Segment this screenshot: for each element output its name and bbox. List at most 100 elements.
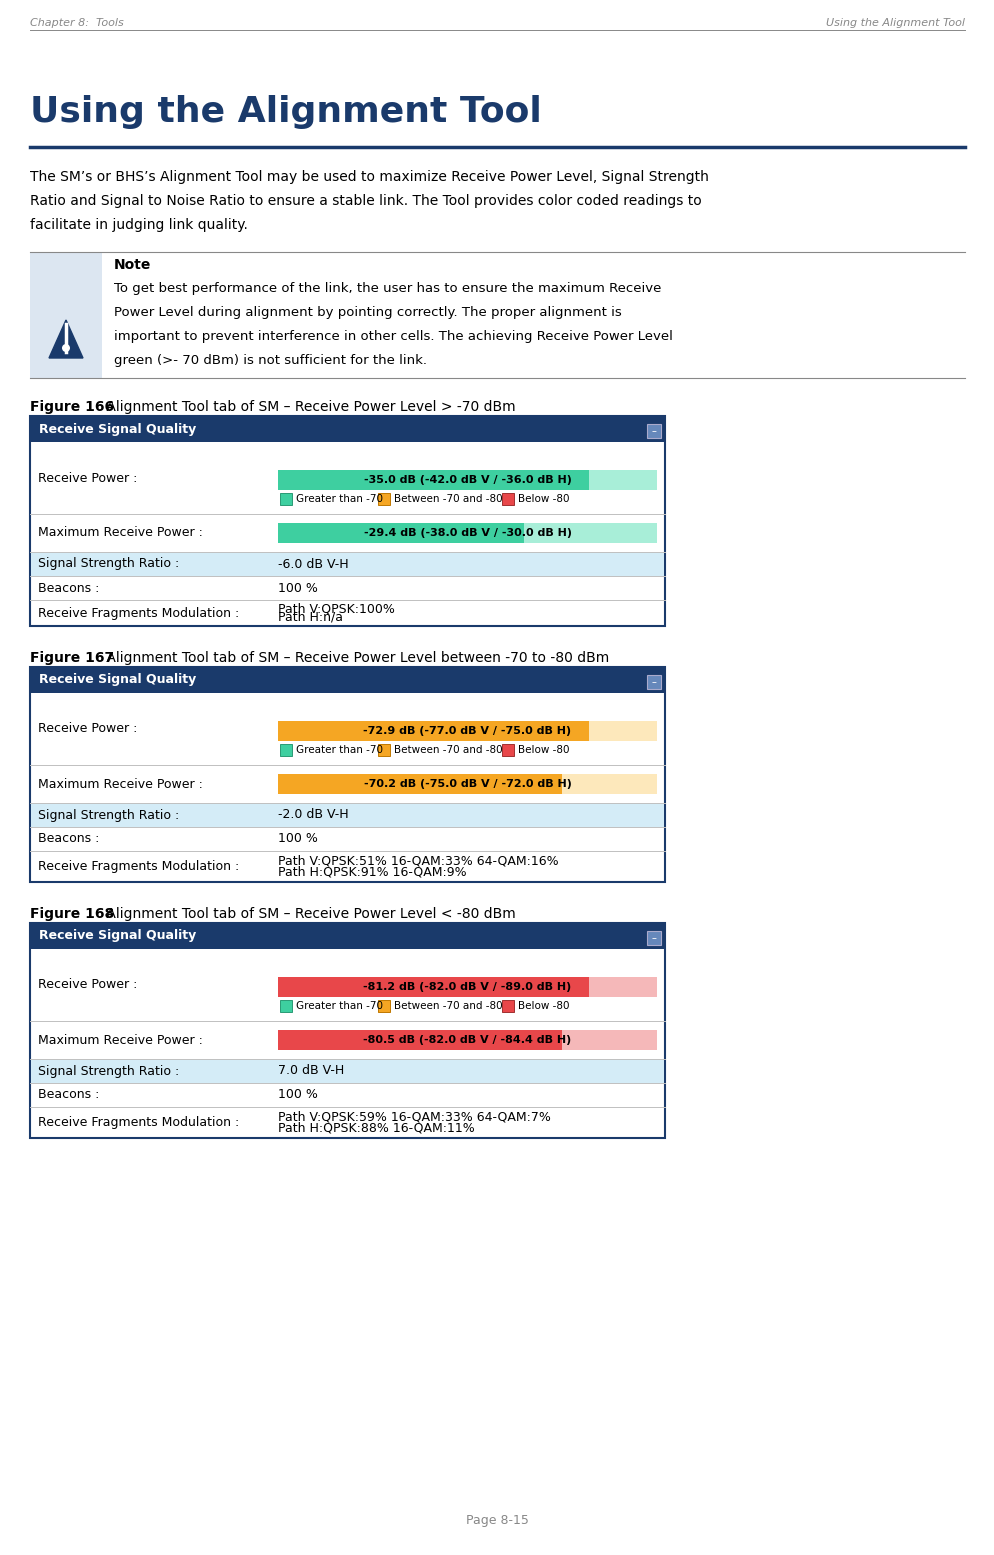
Bar	[277, 977, 588, 997]
Text: Signal Strength Ratio :: Signal Strength Ratio :	[38, 558, 179, 571]
Text: Using the Alignment Tool: Using the Alignment Tool	[30, 95, 541, 129]
Bar	[279, 493, 291, 505]
Text: Receive Signal Quality: Receive Signal Quality	[39, 673, 196, 686]
Text: Maximum Receive Power :: Maximum Receive Power :	[38, 527, 203, 540]
Bar	[502, 743, 514, 756]
Text: Receive Power :: Receive Power :	[38, 471, 137, 485]
Text: –: –	[651, 933, 656, 942]
Bar	[30, 252, 102, 378]
Text: 100 %: 100 %	[277, 832, 317, 846]
Bar	[277, 522, 656, 543]
Bar	[378, 743, 390, 756]
Bar	[31, 802, 663, 827]
Text: Receive Power :: Receive Power :	[38, 723, 137, 736]
Bar	[277, 774, 562, 795]
Text: Path V:QPSK:59% 16-QAM:33% 64-QAM:7%: Path V:QPSK:59% 16-QAM:33% 64-QAM:7%	[277, 1110, 551, 1124]
Bar	[277, 722, 588, 742]
Text: Chapter 8:  Tools: Chapter 8: Tools	[30, 19, 123, 28]
Text: Alignment Tool tab of SM – Receive Power Level between -70 to -80 dBm: Alignment Tool tab of SM – Receive Power…	[102, 652, 608, 666]
Text: The SM’s or BHS’s Alignment Tool may be used to maximize Receive Power Level, Si: The SM’s or BHS’s Alignment Tool may be …	[30, 169, 708, 183]
Text: -35.0 dB (-42.0 dB V / -36.0 dB H): -35.0 dB (-42.0 dB V / -36.0 dB H)	[363, 474, 571, 485]
Text: Path H:n/a: Path H:n/a	[277, 611, 343, 624]
Text: Greater than -70: Greater than -70	[295, 494, 383, 504]
Text: 100 %: 100 %	[277, 1088, 317, 1101]
Bar	[279, 1000, 291, 1012]
Text: Note: Note	[114, 258, 151, 272]
Text: Path H:QPSK:91% 16-QAM:9%: Path H:QPSK:91% 16-QAM:9%	[277, 865, 466, 879]
Text: Using the Alignment Tool: Using the Alignment Tool	[825, 19, 964, 28]
Bar	[30, 924, 664, 1138]
Bar	[502, 493, 514, 505]
Text: -72.9 dB (-77.0 dB V / -75.0 dB H): -72.9 dB (-77.0 dB V / -75.0 dB H)	[363, 726, 571, 736]
Text: -80.5 dB (-82.0 dB V / -84.4 dB H): -80.5 dB (-82.0 dB V / -84.4 dB H)	[363, 1036, 571, 1045]
Bar	[277, 470, 588, 490]
Text: important to prevent interference in other cells. The achieving Receive Power Le: important to prevent interference in oth…	[114, 330, 672, 344]
Text: facilitate in judging link quality.: facilitate in judging link quality.	[30, 218, 248, 232]
Text: Receive Fragments Modulation :: Receive Fragments Modulation :	[38, 860, 239, 872]
Bar	[30, 924, 664, 949]
Text: Alignment Tool tab of SM – Receive Power Level < -80 dBm: Alignment Tool tab of SM – Receive Power…	[102, 907, 515, 921]
Bar	[277, 722, 656, 742]
Text: Path H:QPSK:88% 16-QAM:11%: Path H:QPSK:88% 16-QAM:11%	[277, 1121, 474, 1134]
Text: Maximum Receive Power :: Maximum Receive Power :	[38, 1034, 203, 1047]
Text: -2.0 dB V-H: -2.0 dB V-H	[277, 809, 348, 821]
Text: Below -80: Below -80	[518, 1001, 569, 1011]
Bar	[378, 1000, 390, 1012]
Text: Alignment Tool tab of SM – Receive Power Level > -70 dBm: Alignment Tool tab of SM – Receive Power…	[102, 400, 515, 414]
Circle shape	[62, 344, 70, 351]
Text: Signal Strength Ratio :: Signal Strength Ratio :	[38, 1065, 179, 1078]
Bar	[277, 977, 656, 997]
Text: -29.4 dB (-38.0 dB V / -30.0 dB H): -29.4 dB (-38.0 dB V / -30.0 dB H)	[363, 529, 571, 538]
Text: Receive Signal Quality: Receive Signal Quality	[39, 930, 196, 942]
Text: Below -80: Below -80	[518, 745, 569, 756]
Text: Receive Fragments Modulation :: Receive Fragments Modulation :	[38, 1116, 239, 1129]
Text: Beacons :: Beacons :	[38, 582, 99, 594]
Bar	[646, 931, 660, 945]
Text: Receive Fragments Modulation :: Receive Fragments Modulation :	[38, 606, 239, 619]
Text: 100 %: 100 %	[277, 582, 317, 594]
Text: Path V:QPSK:51% 16-QAM:33% 64-QAM:16%: Path V:QPSK:51% 16-QAM:33% 64-QAM:16%	[277, 855, 558, 868]
Text: Figure 166: Figure 166	[30, 400, 114, 414]
Bar	[378, 493, 390, 505]
Bar	[277, 1029, 562, 1050]
Text: Figure 168: Figure 168	[30, 907, 114, 921]
Bar	[277, 470, 656, 490]
Text: Signal Strength Ratio :: Signal Strength Ratio :	[38, 809, 179, 821]
Text: –: –	[651, 426, 656, 435]
Text: Greater than -70: Greater than -70	[295, 1001, 383, 1011]
Text: Greater than -70: Greater than -70	[295, 745, 383, 756]
Text: Power Level during alignment by pointing correctly. The proper alignment is: Power Level during alignment by pointing…	[114, 306, 621, 319]
Bar	[279, 743, 291, 756]
Text: Page 8-15: Page 8-15	[465, 1515, 529, 1527]
Text: Path V:QPSK:100%: Path V:QPSK:100%	[277, 602, 395, 616]
Text: Between -70 and -80: Between -70 and -80	[394, 745, 502, 756]
Text: –: –	[651, 676, 656, 687]
Text: Receive Signal Quality: Receive Signal Quality	[39, 423, 196, 435]
Text: Ratio and Signal to Noise Ratio to ensure a stable link. The Tool provides color: Ratio and Signal to Noise Ratio to ensur…	[30, 194, 701, 208]
Bar	[277, 774, 656, 795]
Text: -81.2 dB (-82.0 dB V / -89.0 dB H): -81.2 dB (-82.0 dB V / -89.0 dB H)	[363, 983, 571, 992]
Text: Figure 167: Figure 167	[30, 652, 114, 666]
Text: Beacons :: Beacons :	[38, 1088, 99, 1101]
Text: green (>- 70 dBm) is not sufficient for the link.: green (>- 70 dBm) is not sufficient for …	[114, 355, 426, 367]
Text: -70.2 dB (-75.0 dB V / -72.0 dB H): -70.2 dB (-75.0 dB V / -72.0 dB H)	[363, 779, 571, 788]
Bar	[30, 667, 664, 694]
Bar	[502, 1000, 514, 1012]
Text: Below -80: Below -80	[518, 494, 569, 504]
Text: Between -70 and -80: Between -70 and -80	[394, 1001, 502, 1011]
Bar	[30, 417, 664, 627]
Bar	[31, 552, 663, 575]
Text: To get best performance of the link, the user has to ensure the maximum Receive: To get best performance of the link, the…	[114, 281, 661, 295]
Bar	[277, 522, 524, 543]
Bar	[646, 675, 660, 689]
Bar	[31, 1059, 663, 1082]
Text: 7.0 dB V-H: 7.0 dB V-H	[277, 1065, 344, 1078]
Bar	[30, 417, 664, 442]
Bar	[646, 425, 660, 439]
Text: -6.0 dB V-H: -6.0 dB V-H	[277, 558, 348, 571]
Polygon shape	[49, 320, 83, 358]
Text: Between -70 and -80: Between -70 and -80	[394, 494, 502, 504]
Text: Beacons :: Beacons :	[38, 832, 99, 846]
Text: Receive Power :: Receive Power :	[38, 978, 137, 992]
Bar	[277, 1029, 656, 1050]
